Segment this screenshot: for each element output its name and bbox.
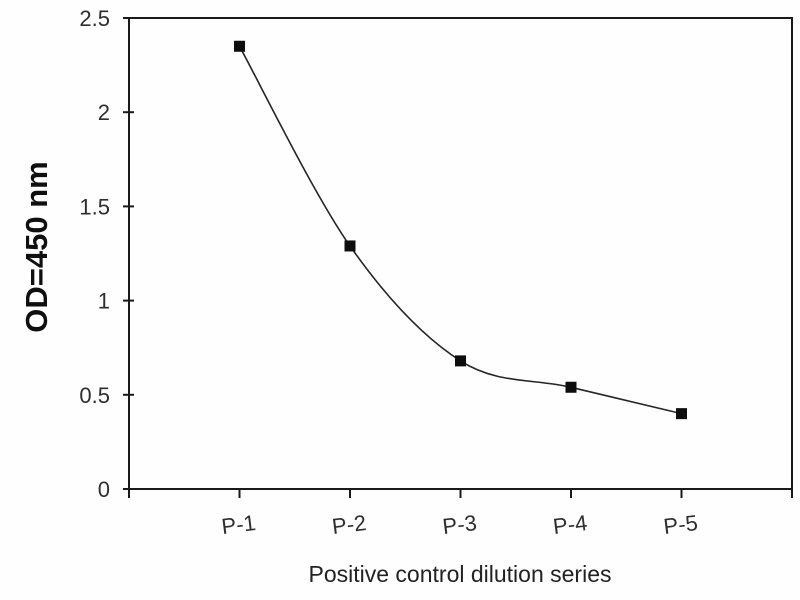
data-point-marker	[455, 355, 466, 367]
series-line	[238, 45, 682, 415]
y-tick-label: 2.5	[79, 6, 110, 31]
x-tick-label: P-4	[552, 510, 589, 539]
y-tick-label: 1	[98, 289, 110, 314]
x-tick-label: P-2	[331, 510, 368, 539]
y-tick-label: 2	[98, 100, 110, 125]
x-tick-label: P-3	[441, 510, 478, 539]
plot-frame	[128, 17, 793, 490]
y-tick-label: 0	[98, 477, 110, 502]
data-point-marker	[234, 40, 245, 52]
x-tick-label: P-1	[220, 510, 257, 539]
x-tick-label: P-5	[662, 510, 699, 539]
y-tick-label: 1.5	[79, 194, 110, 219]
data-point-marker	[676, 408, 687, 420]
data-point-marker	[344, 240, 356, 252]
y-tick-label: 0.5	[79, 383, 110, 408]
data-point-marker	[565, 381, 577, 393]
x-axis-title: Positive control dilution series	[308, 561, 612, 587]
y-axis-title: OD=450 nm	[19, 161, 54, 333]
